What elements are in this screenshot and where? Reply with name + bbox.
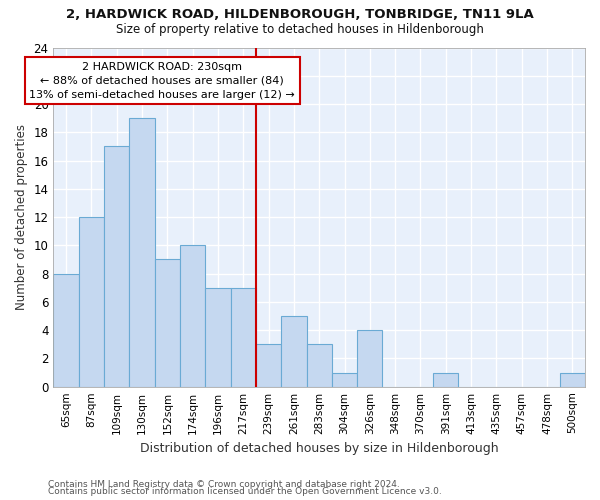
Text: Contains HM Land Registry data © Crown copyright and database right 2024.: Contains HM Land Registry data © Crown c… — [48, 480, 400, 489]
Bar — [307, 344, 332, 387]
Text: Contains public sector information licensed under the Open Government Licence v3: Contains public sector information licen… — [48, 488, 442, 496]
Bar — [560, 372, 585, 386]
Bar — [130, 118, 155, 386]
Y-axis label: Number of detached properties: Number of detached properties — [15, 124, 28, 310]
Bar — [357, 330, 382, 386]
Text: 2, HARDWICK ROAD, HILDENBOROUGH, TONBRIDGE, TN11 9LA: 2, HARDWICK ROAD, HILDENBOROUGH, TONBRID… — [66, 8, 534, 20]
Bar — [230, 288, 256, 386]
Bar — [205, 288, 230, 386]
Bar — [433, 372, 458, 386]
Bar — [53, 274, 79, 386]
Bar — [332, 372, 357, 386]
Bar — [256, 344, 281, 387]
Text: Size of property relative to detached houses in Hildenborough: Size of property relative to detached ho… — [116, 22, 484, 36]
Bar — [180, 246, 205, 386]
X-axis label: Distribution of detached houses by size in Hildenborough: Distribution of detached houses by size … — [140, 442, 499, 455]
Text: 2 HARDWICK ROAD: 230sqm
← 88% of detached houses are smaller (84)
13% of semi-de: 2 HARDWICK ROAD: 230sqm ← 88% of detache… — [29, 62, 295, 100]
Bar — [155, 260, 180, 386]
Bar — [79, 217, 104, 386]
Bar — [104, 146, 130, 386]
Bar — [281, 316, 307, 386]
